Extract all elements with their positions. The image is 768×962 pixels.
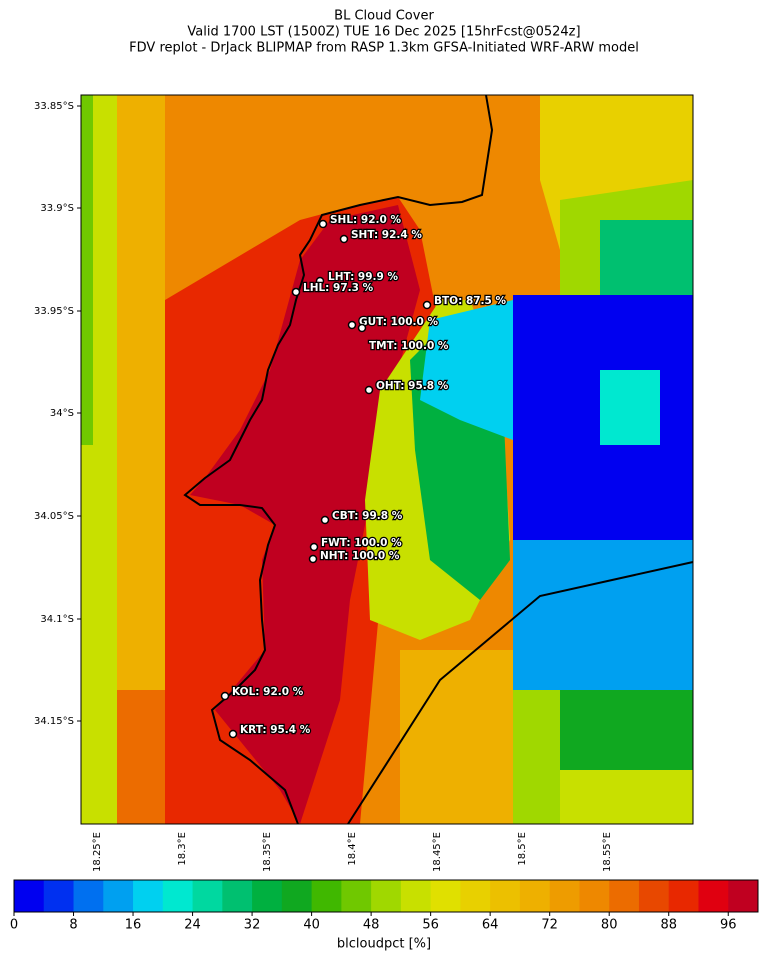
colorbar-tick-label: 48 bbox=[363, 918, 380, 933]
station-label: OHT: 95.8 % bbox=[376, 380, 449, 392]
map-field bbox=[80, 94, 694, 825]
colorbar-bin bbox=[371, 880, 402, 912]
station-dot bbox=[309, 542, 319, 552]
station-label: LHT: 99.9 % bbox=[328, 271, 398, 283]
lon-label: 18.55°E bbox=[602, 832, 613, 872]
colorbar-bin bbox=[519, 880, 551, 912]
lat-label: 33.85°S bbox=[34, 101, 74, 112]
colorbar-bin bbox=[579, 880, 610, 912]
station-label: SHT: 92.4 % bbox=[351, 229, 422, 241]
colorbar-tick-label: 72 bbox=[541, 918, 558, 933]
station-label: KRT: 95.4 % bbox=[240, 724, 311, 736]
station-label: TMT: 100.0 % bbox=[369, 340, 449, 352]
subtitle: FDV replot - DrJack BLIPMAP from RASP 1.… bbox=[129, 41, 639, 56]
colorbar-bin bbox=[668, 880, 699, 912]
title: BL Cloud Cover bbox=[334, 9, 434, 24]
station-dot bbox=[318, 219, 328, 229]
colorbar-bin bbox=[43, 880, 75, 912]
lat-label: 33.9°S bbox=[40, 203, 74, 214]
colorbar-bin bbox=[281, 880, 313, 912]
colorbar-bin bbox=[430, 880, 461, 912]
colorbar-tick-label: 8 bbox=[69, 918, 77, 933]
station-label: SHL: 92.0 % bbox=[330, 214, 401, 226]
colorbar-label: blcloudpct [%] bbox=[337, 937, 431, 952]
colorbar-bin bbox=[73, 880, 104, 912]
colorbar-bin bbox=[252, 880, 283, 912]
lon-label: 18.5°E bbox=[517, 832, 528, 866]
station-label: KOL: 92.0 % bbox=[232, 686, 304, 698]
station-dot bbox=[308, 554, 318, 564]
colorbar-tick-label: 56 bbox=[422, 918, 439, 933]
station-label: GUT: 100.0 % bbox=[359, 316, 438, 328]
colorbar-bin bbox=[400, 880, 432, 912]
colorbar-tick-label: 32 bbox=[244, 918, 261, 933]
colorbar-bin bbox=[549, 880, 580, 912]
station-dot bbox=[339, 234, 349, 244]
colorbar-tick-label: 0 bbox=[10, 918, 18, 933]
lat-label: 34.15°S bbox=[34, 716, 74, 727]
colorbar-tick-label: 40 bbox=[303, 918, 320, 933]
station-label: CBT: 99.8 % bbox=[332, 510, 403, 522]
colorbar-bin bbox=[311, 880, 342, 912]
station-label: BTO: 87.5 % bbox=[434, 295, 507, 307]
colorbar-bin bbox=[460, 880, 491, 912]
colorbar-tick-label: 80 bbox=[601, 918, 618, 933]
station-dot bbox=[320, 515, 330, 525]
lon-label: 18.4°E bbox=[347, 832, 358, 866]
colorbar-tick-label: 88 bbox=[660, 918, 677, 933]
station-label: LHL: 97.3 % bbox=[303, 282, 374, 294]
colorbar-tick-label: 24 bbox=[184, 918, 201, 933]
colorbar-tick-label: 64 bbox=[482, 918, 499, 933]
station-label: FWT: 100.0 % bbox=[321, 537, 402, 549]
colorbar-frame bbox=[13, 879, 759, 913]
subtitle: Valid 1700 LST (1500Z) TUE 16 Dec 2025 [… bbox=[187, 25, 580, 40]
station-dot bbox=[422, 300, 432, 310]
station-dot bbox=[315, 276, 325, 286]
colorbar-bin bbox=[638, 880, 670, 912]
lat-label: 34.1°S bbox=[40, 614, 74, 625]
colorbar-bin bbox=[14, 880, 45, 912]
colorbar-bin bbox=[490, 880, 521, 912]
lon-label: 18.45°E bbox=[432, 832, 443, 872]
station-dot bbox=[228, 729, 238, 739]
lon-label: 18.25°E bbox=[92, 832, 103, 872]
colorbar-bin bbox=[162, 880, 194, 912]
colorbar-bin bbox=[192, 880, 223, 912]
station-dot bbox=[364, 385, 374, 395]
colorbar-bin bbox=[698, 880, 729, 912]
lon-label: 18.35°E bbox=[262, 832, 273, 872]
lat-label: 34°S bbox=[50, 408, 74, 419]
colorbar-bin bbox=[133, 880, 164, 912]
lat-label: 34.05°S bbox=[34, 511, 74, 522]
lon-label: 18.3°E bbox=[177, 832, 188, 866]
station-label: NHT: 100.0 % bbox=[320, 550, 400, 562]
station-dot bbox=[220, 691, 230, 701]
colorbar-bin bbox=[728, 880, 759, 912]
colorbar-bin bbox=[609, 880, 640, 912]
colorbar-bin bbox=[103, 880, 134, 912]
station-dot bbox=[357, 323, 367, 333]
colorbar-tick-label: 96 bbox=[720, 918, 737, 933]
colorbar-bin bbox=[341, 880, 372, 912]
station-dot bbox=[347, 320, 357, 330]
lat-label: 33.95°S bbox=[34, 306, 74, 317]
station-dot bbox=[291, 287, 301, 297]
colorbar-bin bbox=[222, 880, 253, 912]
colorbar-tick-label: 16 bbox=[125, 918, 142, 933]
